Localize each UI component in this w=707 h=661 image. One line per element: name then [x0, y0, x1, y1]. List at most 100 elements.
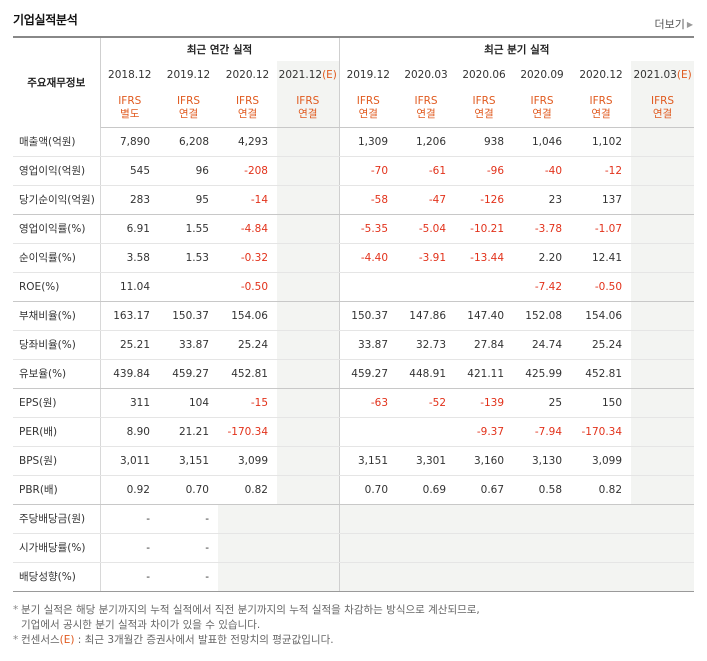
- quarter-value-cell: 1,102: [571, 127, 632, 157]
- annual-value-cell: -15: [218, 388, 277, 418]
- quarter-header: 최근 분기 실적: [339, 36, 695, 61]
- table-row: 당좌비율(%) 25.21 33.87 25.24 33.87 32.73 27.84 24.…: [13, 330, 695, 360]
- quarter-value-cell: 3,301: [397, 446, 456, 476]
- quarter-value-cell: -40: [513, 156, 572, 186]
- quarter-value-cell: 3,099: [571, 446, 632, 476]
- table-row: 순이익률(%) 3.58 1.53 -0.32 -4.40 -3.91 -13.44 2.20…: [13, 243, 695, 273]
- footnotes: * 분기 실적은 해당 분기까지의 누적 실적에서 직전 분기까지의 누적 실적을…: [13, 603, 694, 648]
- footnote-2: * 컨센서스(E) : 최근 3개월간 증권사에서 발표한 전망치의 평균값입니다…: [13, 633, 694, 648]
- ifrs-basis: 연결: [532, 107, 552, 120]
- section-header: 기업실적분석 더보기 ▶: [0, 0, 707, 36]
- row-label: 순이익률(%): [13, 243, 101, 273]
- ifrs-basis: 연결: [652, 107, 673, 120]
- annual-value-cell: 3,011: [100, 446, 159, 476]
- annual-value-cell: 154.06: [218, 301, 277, 331]
- more-label[interactable]: 더보기: [654, 18, 685, 31]
- annual-value-cell: -170.34: [218, 417, 277, 447]
- annual-value-cell: -: [100, 504, 159, 534]
- quarter-value-cell: 459.27: [339, 359, 398, 389]
- ifrs-label: IFRS: [651, 94, 675, 107]
- quarter-value-cell: 23: [513, 185, 572, 215]
- quarter-value-cell: [631, 156, 695, 186]
- quarter-value-cell: [631, 127, 695, 157]
- quarter-value-cell: -0.50: [571, 272, 632, 302]
- annual-date-header: 2018.12: [100, 61, 159, 89]
- table-row: 주당배당금(원) - -: [13, 504, 695, 534]
- quarter-date-header: 2020.12: [571, 61, 631, 89]
- ifrs-header: IFRS 연결: [277, 89, 340, 128]
- date-label: 2020.09: [520, 69, 564, 81]
- quarter-value-cell: -126: [455, 185, 514, 215]
- quarter-value-cell: 3,151: [339, 446, 398, 476]
- quarter-value-cell: [455, 504, 514, 534]
- quarter-value-cell: 1,206: [397, 127, 456, 157]
- table-row: 유보율(%) 439.84 459.27 452.81 459.27 448.91 421.…: [13, 359, 695, 389]
- annual-header: 최근 연간 실적: [100, 36, 340, 61]
- more-link[interactable]: 더보기 ▶: [654, 16, 693, 32]
- table-row: EPS(원) 311 104 -15 -63 -52 -139 25 150: [13, 388, 695, 418]
- ifrs-basis: 연결: [416, 107, 436, 120]
- annual-value-cell: [218, 533, 277, 563]
- row-label: PBR(배): [13, 475, 101, 505]
- quarter-value-cell: [631, 562, 695, 592]
- quarter-value-cell: [631, 243, 695, 273]
- quarter-value-cell: -58: [339, 185, 398, 215]
- annual-value-cell: [277, 359, 340, 389]
- annual-value-cell: [218, 504, 277, 534]
- quarter-value-cell: -7.42: [513, 272, 572, 302]
- quarter-date-header: 2021.03(E): [631, 61, 695, 89]
- quarter-date-header: 2020.06: [455, 61, 513, 89]
- annual-value-cell: -: [100, 562, 159, 592]
- quarter-value-cell: 0.69: [397, 475, 456, 505]
- quarter-value-cell: 147.86: [397, 301, 456, 331]
- annual-value-cell: 3.58: [100, 243, 159, 273]
- ifrs-basis: 연결: [474, 107, 494, 120]
- ifrs-header: IFRS 연결: [455, 89, 514, 128]
- quarter-value-cell: -52: [397, 388, 456, 418]
- row-label: 영업이익률(%): [13, 214, 101, 244]
- quarter-value-cell: [631, 185, 695, 215]
- quarter-value-cell: -4.40: [339, 243, 398, 273]
- footnote-text: 컨센서스: [21, 634, 60, 646]
- table-row: PBR(배) 0.92 0.70 0.82 0.70 0.69 0.67 0.58 0.82: [13, 475, 695, 505]
- quarter-value-cell: -13.44: [455, 243, 514, 273]
- date-row: 2018.12 2019.12 2020.12 2021.12(E) 2019.12 20…: [13, 61, 695, 89]
- ifrs-label: IFRS: [530, 94, 554, 107]
- quarter-value-cell: 147.40: [455, 301, 514, 331]
- row-label: BPS(원): [13, 446, 101, 476]
- footnote-bullet: *: [13, 604, 19, 616]
- annual-date-header: 2020.12: [218, 61, 277, 89]
- quarter-value-cell: [455, 562, 514, 592]
- quarter-value-cell: -170.34: [571, 417, 632, 447]
- quarter-value-cell: -5.04: [397, 214, 456, 244]
- quarter-value-cell: 452.81: [571, 359, 632, 389]
- annual-value-cell: 545: [100, 156, 159, 186]
- table-row: 시가배당률(%) - -: [13, 533, 695, 563]
- section-title: 기업실적분석: [13, 13, 78, 27]
- quarter-value-cell: -9.37: [455, 417, 514, 447]
- ifrs-header: IFRS 연결: [513, 89, 572, 128]
- quarter-date-header: 2019.12: [339, 61, 397, 89]
- quarter-value-cell: [397, 272, 456, 302]
- table-head: 주요재무정보 최근 연간 실적 최근 분기 실적 2018.12 2019.12 2…: [13, 36, 695, 128]
- row-label: PER(배): [13, 417, 101, 447]
- estimate-mark: (E): [676, 69, 692, 81]
- annual-value-cell: 95: [159, 185, 218, 215]
- annual-value-cell: [277, 330, 340, 360]
- quarter-value-cell: 421.11: [455, 359, 514, 389]
- annual-value-cell: 439.84: [100, 359, 159, 389]
- quarter-value-cell: 152.08: [513, 301, 572, 331]
- quarter-value-cell: [513, 533, 572, 563]
- footnote-1-cont: 기업에서 공시한 분기 실적과 차이가 있을 수 있습니다.: [13, 618, 694, 633]
- annual-value-cell: 3,099: [218, 446, 277, 476]
- quarter-value-cell: 0.67: [455, 475, 514, 505]
- quarter-value-cell: [631, 504, 695, 534]
- footnote-text: : 최근 3개월간 증권사에서 발표한 전망치의 평균값입니다.: [74, 634, 334, 646]
- annual-value-cell: 311: [100, 388, 159, 418]
- ifrs-basis: 연결: [237, 107, 258, 120]
- row-label: 배당성향(%): [13, 562, 101, 592]
- quarter-value-cell: [631, 446, 695, 476]
- annual-value-cell: 104: [159, 388, 218, 418]
- quarter-value-cell: [513, 504, 572, 534]
- annual-value-cell: 459.27: [159, 359, 218, 389]
